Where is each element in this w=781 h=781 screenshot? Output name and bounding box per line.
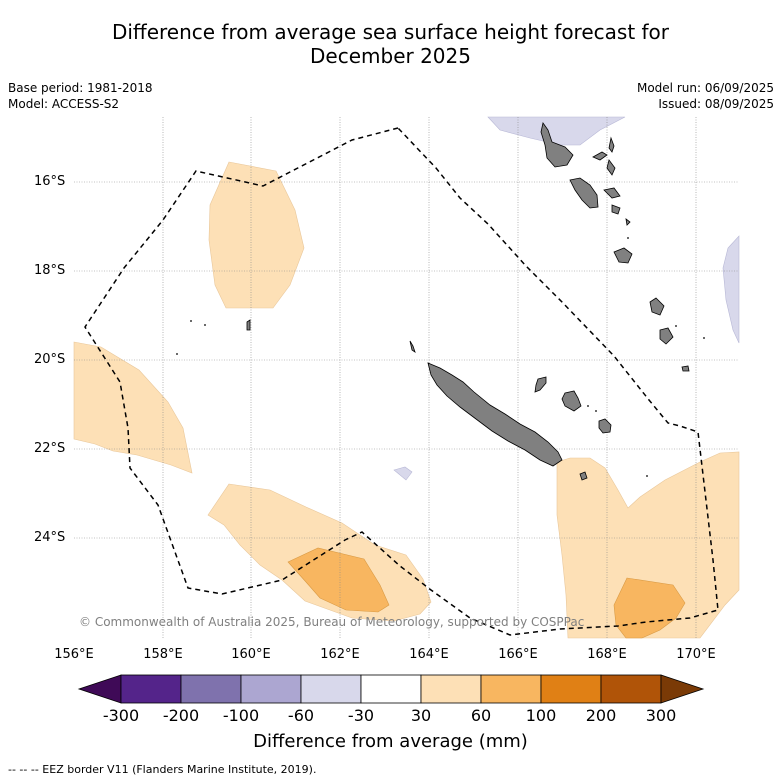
efate-island [613, 247, 633, 264]
lon-label-168e: 168°E [587, 647, 627, 662]
anomaly-negative-north [487, 116, 626, 146]
pentecost-island [606, 159, 616, 176]
gridlines [74, 117, 739, 639]
anomaly-region-southeast [556, 451, 740, 639]
reef-dots [176, 237, 705, 477]
anomaly-region-north [208, 161, 305, 309]
walpole-island [579, 471, 588, 481]
shepherd-islands [625, 218, 631, 226]
colorbar-segment [180, 674, 242, 704]
colorbar-tick-label: 60 [470, 706, 492, 725]
eez-border [84, 127, 719, 636]
reef-dot [176, 353, 178, 355]
reef-dot [595, 410, 597, 412]
colorbar-extend-high [660, 674, 705, 704]
base-period-text: Base period: 1981-2018 [8, 81, 153, 95]
colorbar-tick-label: -30 [347, 706, 375, 725]
model-text: Model: ACCESS-S2 [8, 97, 120, 111]
ouvea-island [534, 376, 547, 393]
chesterfield-islands [246, 319, 251, 331]
ambae-island [592, 151, 608, 161]
eez-footnote: -- -- -- EEZ border V11 (Flanders Marine… [8, 763, 317, 776]
map-title-line1: Difference from average sea surface heig… [111, 20, 670, 44]
reef-dot [627, 237, 629, 239]
lat-label-20s: 20°S [34, 352, 66, 367]
colorbar-segment [480, 674, 542, 704]
anomaly-negative-east [722, 235, 740, 344]
colorbar-tick-label: 200 [585, 706, 617, 725]
colorbar-tick-label: 100 [525, 706, 557, 725]
colorbar-tick-label: -100 [222, 706, 260, 725]
reef-dot [587, 405, 589, 407]
anomaly-region-west [73, 341, 193, 474]
colorbar-segment [420, 674, 482, 704]
belep-islands [409, 340, 416, 353]
lat-label-16s: 16°S [34, 174, 66, 189]
epi-island [611, 204, 621, 215]
colorbar-tick-label: -200 [162, 706, 200, 725]
colorbar-segment [120, 674, 182, 704]
copyright-text: © Commonwealth of Australia 2025, Bureau… [79, 615, 585, 629]
colorbar-segment [360, 674, 422, 704]
lon-label-166e: 166°E [498, 647, 538, 662]
lat-label-24s: 24°S [34, 530, 66, 545]
lat-label-18s: 18°S [34, 263, 66, 278]
reef-dot [703, 337, 705, 339]
lon-label-158e: 158°E [143, 647, 183, 662]
lat-label-22s: 22°S [34, 441, 66, 456]
anomaly-core-southeast [613, 577, 686, 639]
lon-label-162e: 162°E [320, 647, 360, 662]
issued-text: Issued: 08/09/2025 [658, 97, 774, 111]
ambrym-island [603, 187, 621, 199]
espiritu-santo-island [540, 122, 574, 168]
colorbar-tick-label: 30 [410, 706, 432, 725]
aneityum-island [681, 365, 690, 372]
mare-island [598, 418, 612, 434]
tanna-island [659, 327, 674, 345]
model-run-text: Model run: 06/09/2025 [636, 81, 774, 95]
colorbar-segment [600, 674, 662, 704]
maewo-island [608, 136, 615, 153]
meta-left: Base period: 1981-2018 Model: ACCESS-S2 [8, 80, 153, 112]
colorbar-title: Difference from average (mm) [253, 731, 528, 752]
colorbar-segment [540, 674, 602, 704]
lon-label-160e: 160°E [231, 647, 271, 662]
anomaly-positive-medium [287, 547, 686, 639]
colorbar-segment [300, 674, 362, 704]
malakula-island [569, 177, 599, 209]
colorbar-tick-label: -60 [287, 706, 315, 725]
lon-label-164e: 164°E [409, 647, 449, 662]
anomaly-core-southwest [287, 547, 390, 613]
lifou-island [561, 390, 582, 412]
colorbar-tick-label: -300 [102, 706, 140, 725]
land [246, 122, 690, 481]
lon-label-170e: 170°E [676, 647, 716, 662]
colorbar-tick-label: 300 [645, 706, 677, 725]
anomaly-negative-patch [393, 466, 413, 481]
colorbar-extend-low [77, 674, 122, 704]
reef-dot [675, 325, 677, 327]
colorbar [77, 674, 705, 704]
anomaly-negative-light [393, 116, 740, 481]
colorbar-segment [240, 674, 302, 704]
reef-dot [204, 324, 206, 326]
meta-right: Model run: 06/09/2025 Issued: 08/09/2025 [637, 80, 774, 112]
map-title: Difference from average sea surface heig… [0, 20, 781, 68]
new-caledonia-island [427, 362, 563, 467]
erromango-island [649, 297, 665, 316]
reef-dot [646, 475, 648, 477]
reef-dot [190, 320, 192, 322]
map-title-line2: December 2025 [310, 44, 471, 68]
lon-label-156e: 156°E [54, 647, 94, 662]
